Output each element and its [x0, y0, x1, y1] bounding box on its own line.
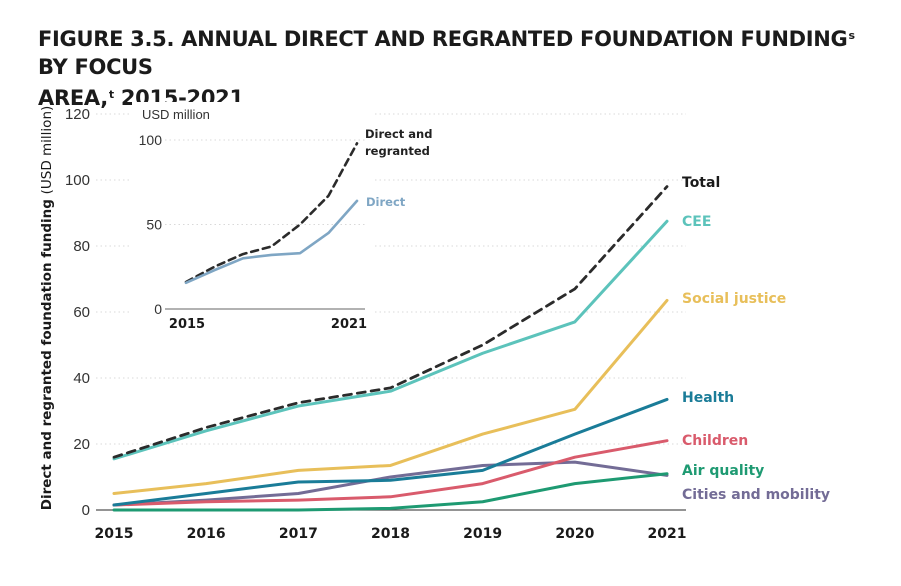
- series-label-total: Total: [682, 175, 720, 191]
- inset-chart: USD million 0 50 100 2015 2021 Direct and regra…: [132, 102, 432, 334]
- y-tick-label: 40: [73, 370, 90, 387]
- inset-unit-label: USD million: [142, 107, 210, 122]
- inset-x-tick-label: 2021: [331, 317, 367, 332]
- x-tick-label: 2021: [648, 526, 687, 542]
- y-tick-label: 20: [73, 436, 90, 453]
- inset-x-tick-label: 2015: [169, 317, 205, 332]
- series-lines: [112, 185, 669, 512]
- inset-series-label-direct: Direct: [366, 195, 406, 209]
- series-label-air-quality: Air quality: [682, 463, 764, 479]
- x-tick-label: 2018: [371, 526, 410, 542]
- x-tick-label: 2020: [555, 526, 594, 542]
- series-label-children: Children: [682, 433, 748, 449]
- title-footnote-mark-t: t: [108, 88, 114, 101]
- y-tick-label: 80: [73, 238, 90, 255]
- x-tick-label: 2016: [187, 526, 226, 542]
- series-label-social-justice: Social justice: [682, 291, 786, 307]
- y-tick-label: 60: [73, 304, 90, 321]
- title-mid: BY FOCUS: [38, 55, 153, 79]
- inset-y-tick-label: 50: [146, 217, 162, 233]
- x-axis-ticks: 2015 2016 2017 2018 2019 2020 2021: [95, 526, 687, 542]
- inset-series-label-direct-and-regranted: Direct and regranted: [365, 127, 432, 158]
- title-line1: FIGURE 3.5. ANNUAL DIRECT AND REGRANTED …: [38, 27, 848, 51]
- y-tick-label: 100: [65, 172, 90, 189]
- y-tick-label: 120: [65, 106, 90, 123]
- y-axis-ticks: 0 20 40 60 80 100 120: [65, 106, 90, 519]
- series-label-health: Health: [682, 390, 734, 406]
- x-tick-label: 2017: [279, 526, 318, 542]
- title-line2: AREA,: [38, 86, 108, 110]
- y-tick-label: 0: [82, 502, 90, 519]
- inset-y-tick-label: 100: [139, 132, 163, 148]
- inset-y-tick-label: 0: [154, 301, 162, 317]
- x-tick-label: 2019: [463, 526, 502, 542]
- x-tick-label: 2015: [95, 526, 134, 542]
- series-label-cee: CEE: [682, 214, 711, 230]
- inset-background: [132, 102, 372, 334]
- series-label-cities-and-mobility: Cities and mobility: [682, 487, 830, 503]
- series-line-health: [112, 397, 669, 507]
- y-axis-label-unit: (USD million): [39, 106, 55, 195]
- title-footnote-mark-s: s: [848, 29, 855, 42]
- series-labels: Total CEE Social justice Health Children Air …: [682, 175, 830, 503]
- y-axis-label: Direct and regranted foundation funding …: [39, 106, 55, 511]
